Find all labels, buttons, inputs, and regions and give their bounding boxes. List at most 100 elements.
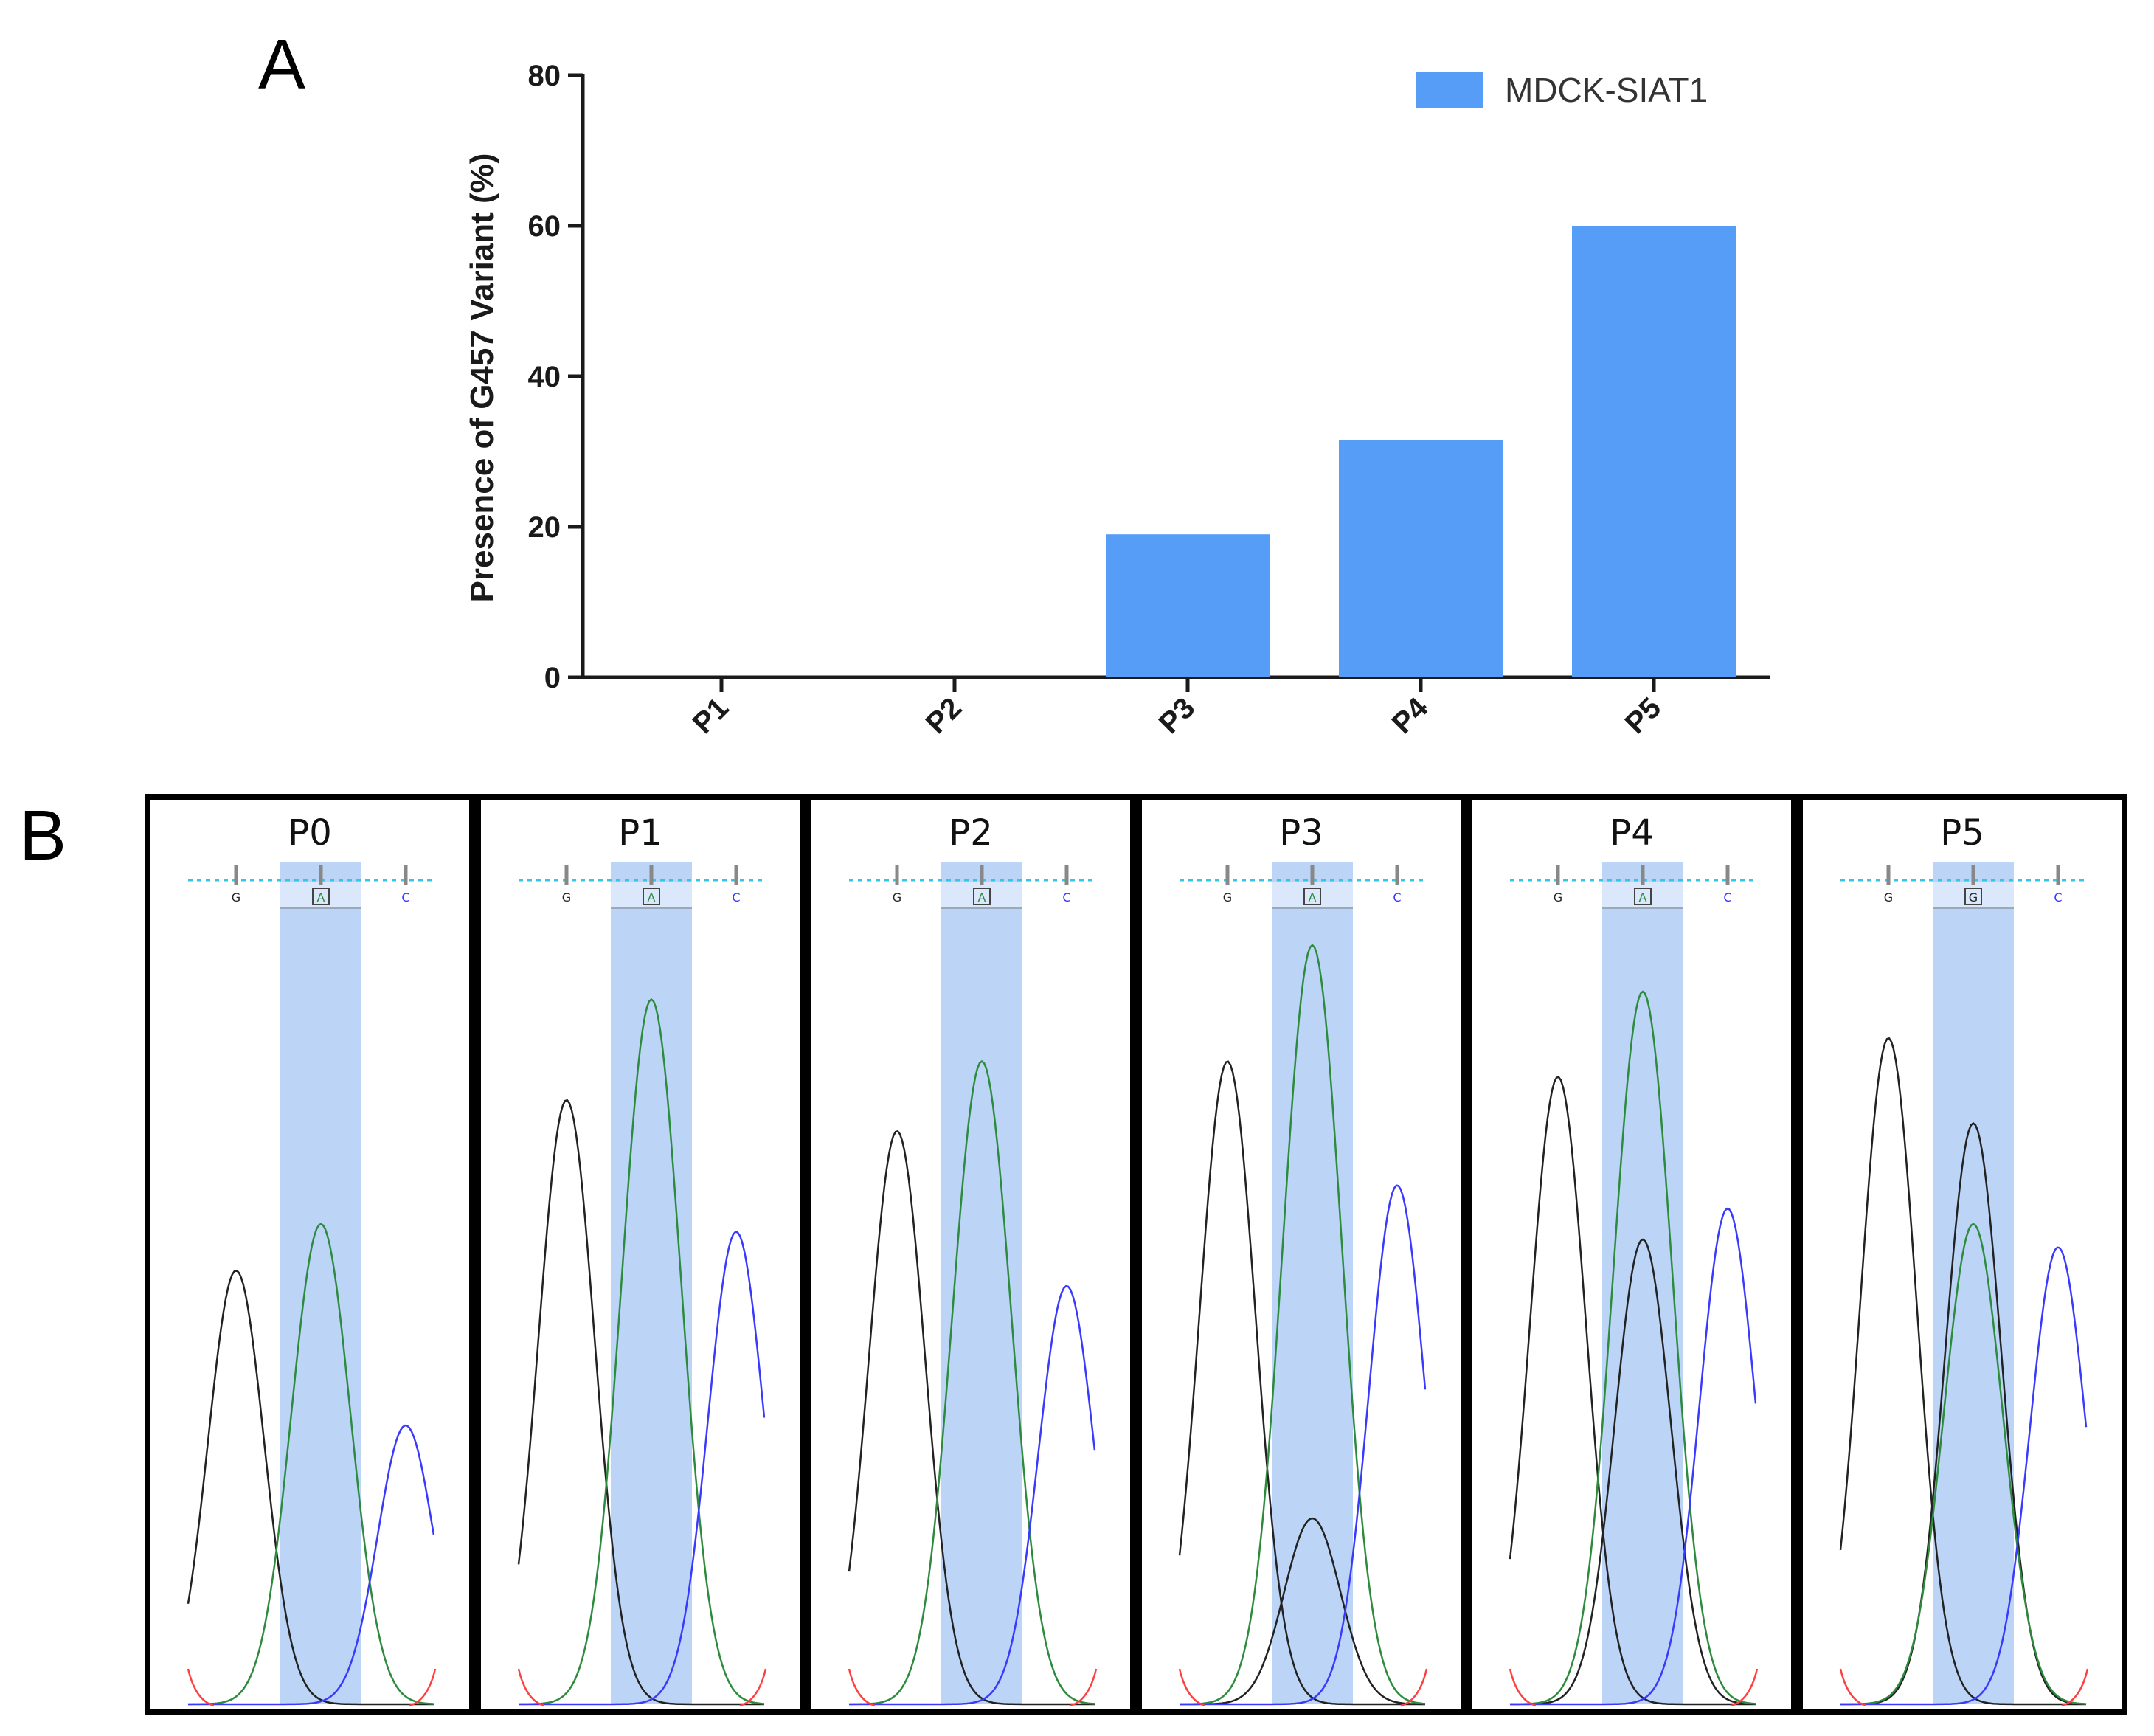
called-base-box [643,888,660,905]
trace-t-left [1178,1668,1206,1707]
chromatogram-p4: G A C P4 [1466,794,1797,1715]
base-letter: C [1723,891,1731,905]
base-letter: G [562,891,571,905]
base-letter: C [1062,891,1070,905]
trace-g-left [1839,1037,2086,1706]
trace-t-right [409,1668,437,1707]
called-base-box [1964,888,1982,905]
trace-g-variant [1840,1121,2087,1706]
base-letter: C [732,891,740,905]
legend-label: MDCK-SIAT1 [1505,71,1708,109]
x-tick-label: P2 [920,691,969,740]
trace-a [1179,944,1426,1706]
panel-frame [1797,794,2127,1715]
trace-g-left [848,1130,1095,1706]
chromatogram-title: P1 [618,812,662,854]
highlight-band [1602,862,1683,1704]
base-letter: C [401,891,409,905]
base-letter: C [1393,891,1401,905]
chromatogram-title: P4 [1610,812,1653,854]
trace-t-left [517,1668,545,1707]
trace-t-right [2061,1668,2089,1707]
bar-chart: Presence of G457 Variant (%) MDCK-SIAT1 … [464,60,1770,740]
x-tick-label: P4 [1386,691,1435,740]
panel-frame [1466,794,1797,1715]
trace-g-left [1509,1076,1756,1706]
bar-p5 [1572,226,1736,677]
chromatogram-p0: G A C P0 [145,794,475,1715]
y-axis-title: Presence of G457 Variant (%) [464,153,500,603]
y-tick-label: 60 [528,210,561,243]
base-letter: G [893,891,901,905]
trace-c [1840,1246,2088,1706]
trace-t-right [1400,1668,1428,1707]
panel-frame [145,794,475,1715]
trace-c [188,1424,435,1706]
y-tick-label: 0 [544,662,561,694]
bar-p4 [1339,440,1503,677]
chromatogram-title: P2 [949,812,992,854]
x-tick-label: P5 [1619,691,1668,740]
base-letter: G [1884,891,1893,905]
trace-t-right [1070,1668,1098,1707]
highlight-band [611,862,692,1704]
base-letter: A [978,891,986,905]
chromatogram-title: P0 [288,812,331,854]
trace-g-left [517,1099,764,1706]
trace-c [849,1284,1096,1706]
base-letter: G [1223,891,1232,905]
highlight-band [280,862,361,1704]
panel-label-b: B [19,796,66,875]
chromatogram-title: P3 [1279,812,1323,854]
called-base-box [973,888,991,905]
trace-t-left [848,1668,876,1707]
called-base-box [312,888,330,905]
trace-t-right [739,1668,767,1707]
panel-frame [475,794,806,1715]
bar-p3 [1106,534,1270,677]
y-tick-label: 40 [528,361,561,393]
trace-g-left [187,1269,434,1706]
chromatogram-title: P5 [1940,812,1984,854]
trace-a [849,1059,1095,1706]
trace-a [1509,990,1756,1706]
legend: MDCK-SIAT1 [1416,71,1708,109]
trace-a [1840,1223,2087,1706]
chromatograms: G A C P0 G A C P1 G A C P2 G A C P3 G A C P4 G G C P5 [145,794,2127,1715]
x-tick-label: P1 [687,691,735,740]
highlight-band [1272,862,1353,1704]
highlight-band [1933,862,2014,1704]
trace-c [1510,1207,1757,1706]
chromatogram-p3: G A C P3 [1136,794,1466,1715]
trace-a [188,1223,434,1706]
panel-frame [806,794,1136,1715]
x-tick-label: P3 [1153,691,1202,740]
chromatogram-p5: G G C P5 [1797,794,2127,1715]
trace-t-right [1731,1668,1759,1707]
chromatogram-p2: G A C P2 [806,794,1136,1715]
base-letter: A [1639,891,1647,905]
base-letter: C [2054,891,2062,905]
trace-g-variant [1510,1238,1756,1706]
trace-c [1180,1184,1427,1706]
trace-c [519,1231,766,1706]
trace-t-left [1839,1668,1867,1707]
base-letter: A [648,891,656,905]
base-letter: G [232,891,240,905]
called-base-box [1634,888,1652,905]
legend-swatch [1416,72,1483,108]
highlight-band [941,862,1022,1704]
trace-t-left [187,1668,215,1707]
panel-frame [1136,794,1466,1715]
y-tick-label: 80 [528,60,561,92]
called-base-box [1303,888,1321,905]
trace-a [518,997,765,1706]
y-tick-label: 20 [528,511,561,544]
base-letter: G [1554,891,1562,905]
base-letter: A [317,891,325,905]
trace-g-left [1178,1060,1425,1706]
chromatogram-p1: G A C P1 [475,794,806,1715]
base-letter: A [1309,891,1317,905]
panel-label-a: A [258,25,305,104]
